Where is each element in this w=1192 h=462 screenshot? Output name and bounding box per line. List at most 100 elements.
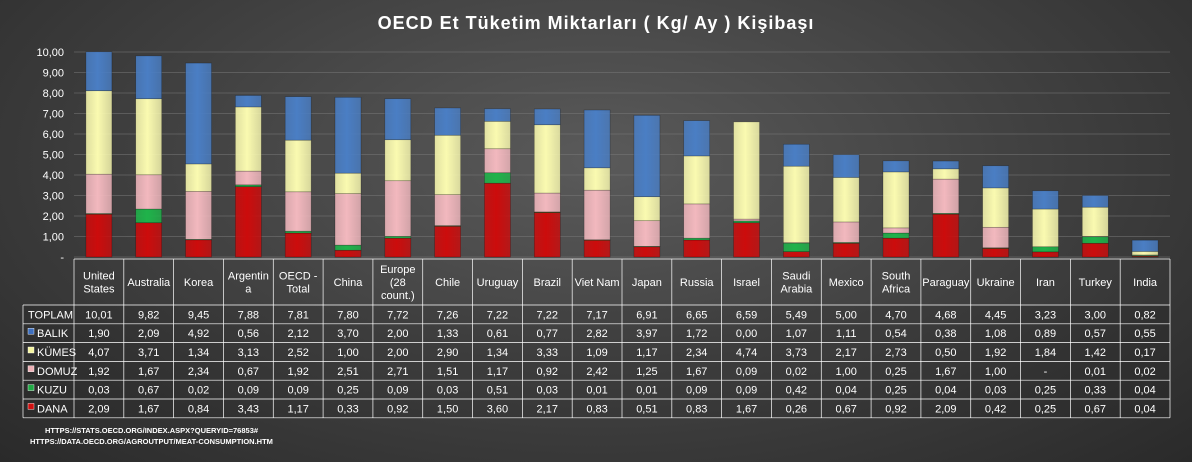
table-cell: 0,92 <box>537 366 558 378</box>
bar-segment-kümes <box>235 106 262 172</box>
bar-segment-kümes <box>284 139 312 193</box>
table-cell: 0,02 <box>786 366 807 378</box>
chart-title: OECD Et Tüketim Miktarları ( Kg/ Ay ) Ki… <box>378 13 815 33</box>
bar-segment-kümes <box>932 168 960 180</box>
table-cell: 0,26 <box>786 403 807 415</box>
category-label: Australia <box>127 277 171 289</box>
bar-segment-kümes <box>832 177 860 223</box>
bar-segment-balik <box>683 120 711 157</box>
category-label: Mexico <box>829 277 864 289</box>
table-cell: 7,22 <box>487 309 508 321</box>
bar-segment-kümes <box>633 196 661 222</box>
table-cell: 2,17 <box>537 403 558 415</box>
bar-segment-kümes <box>533 124 561 194</box>
bar-segment-balik <box>484 108 511 122</box>
table-cell: 2,00 <box>387 328 408 340</box>
table-cell: 4,68 <box>935 309 956 321</box>
table-cell: 0,09 <box>736 385 757 397</box>
source-link-1[interactable]: HTTPS://STATS.OECD.ORG/INDEX.ASPX?QUERYI… <box>45 426 259 435</box>
table-cell: 6,91 <box>636 309 657 321</box>
bar-segment-dana <box>384 237 412 258</box>
bar-segment-dana <box>135 222 163 258</box>
source-link-2[interactable]: HTTPS://DATA.OECD.ORG/AGROUTPUT/MEAT-CON… <box>30 437 273 446</box>
table-cell: 0,25 <box>1035 385 1056 397</box>
bar-segment-balik <box>384 98 412 141</box>
category-label: Argentin a <box>228 271 269 296</box>
bar-segment-dana <box>932 213 960 258</box>
bar-segment-domuz <box>982 226 1009 249</box>
bar-segment-kümes <box>384 139 412 182</box>
y-tick-label: 3,00 <box>43 191 64 203</box>
table-cell: 0,42 <box>985 403 1006 415</box>
row-label: BALIK <box>37 328 69 340</box>
table-cell: 2,71 <box>387 366 408 378</box>
bar-segment-kümes <box>1081 206 1109 237</box>
table-cell: 3,97 <box>636 328 657 340</box>
table-cell: 1,09 <box>586 347 607 359</box>
table-cell: 2,51 <box>337 366 358 378</box>
row-label: DANA <box>37 403 68 415</box>
table-cell: - <box>1044 366 1048 378</box>
bars <box>85 51 1159 258</box>
bar-segment-kümes <box>683 155 711 205</box>
category-label: Russia <box>680 277 715 289</box>
table-cell: 0,51 <box>636 403 657 415</box>
table-cell: 0,50 <box>935 347 956 359</box>
bar-segment-domuz <box>334 193 362 246</box>
bar-segment-dana <box>334 249 362 258</box>
table-cell: 7,80 <box>337 309 358 321</box>
table-cell: 1,00 <box>337 347 358 359</box>
bar-segment-domuz <box>683 203 711 239</box>
table-cell: 2,09 <box>88 403 109 415</box>
table-cell: 0,09 <box>736 366 757 378</box>
table-cell: 7,81 <box>287 309 308 321</box>
bar-segment-kuzu <box>1032 246 1059 253</box>
bar-segment-balik <box>1032 190 1059 210</box>
table-cell: 0,55 <box>1134 328 1155 340</box>
category-label: Paraguay <box>922 277 970 289</box>
y-tick-label: 7,00 <box>43 109 64 121</box>
row-label: KUZU <box>37 385 67 397</box>
table-cell: 0,01 <box>586 385 607 397</box>
table-cell: 1,51 <box>437 366 458 378</box>
bar-segment-domuz <box>235 170 262 186</box>
bar-segment-dana <box>882 237 910 258</box>
category-label: South Africa <box>882 271 911 296</box>
legend-key-kuzu <box>27 384 35 391</box>
table-cell: 0,38 <box>935 328 956 340</box>
bar-segment-domuz <box>533 192 561 213</box>
table-cell: 1,34 <box>487 347 508 359</box>
table-cell: 3,13 <box>238 347 259 359</box>
table-cell: 1,50 <box>437 403 458 415</box>
table-cell: 1,90 <box>88 328 109 340</box>
table-cell: 1,34 <box>188 347 209 359</box>
table-cell: 0,33 <box>1085 385 1106 397</box>
table-cell: 6,59 <box>736 309 757 321</box>
bar-segment-dana <box>484 182 511 258</box>
table-cell: 1,17 <box>487 366 508 378</box>
bar-segment-kuzu <box>484 172 511 184</box>
bar-segment-domuz <box>85 173 113 214</box>
table-cell: 9,82 <box>138 309 159 321</box>
table-cell: 7,26 <box>437 309 458 321</box>
bar-segment-kümes <box>1032 208 1059 248</box>
table-cell: 1,72 <box>686 328 707 340</box>
table-cell: 1,08 <box>985 328 1006 340</box>
y-tick-label: 5,00 <box>43 150 64 162</box>
table-cell: 0,17 <box>1134 347 1155 359</box>
bar-segment-balik <box>235 95 262 108</box>
bar-segment-kümes <box>583 167 611 191</box>
y-tick-label: 6,00 <box>43 129 64 141</box>
table-cell: 1,17 <box>636 347 657 359</box>
bar-segment-domuz <box>434 194 461 226</box>
bar-segment-dana <box>783 251 810 258</box>
bar-segment-balik <box>633 115 661 198</box>
bar-segment-dana <box>633 246 661 258</box>
bar-segment-balik <box>284 96 312 141</box>
table-cell: 3,71 <box>138 347 159 359</box>
table-cell: 0,67 <box>238 366 259 378</box>
bar-segment-kümes <box>783 165 810 243</box>
category-label: OECD -Total <box>279 271 318 296</box>
row-label: TOPLAM <box>28 309 73 321</box>
table-cell: 0,09 <box>686 385 707 397</box>
